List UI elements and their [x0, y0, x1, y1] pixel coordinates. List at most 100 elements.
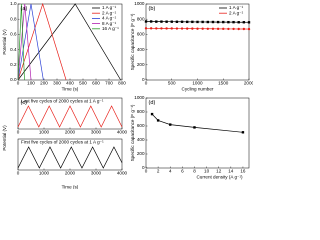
marker	[149, 20, 153, 23]
marker	[160, 20, 163, 23]
legend-label: 1 A g⁻¹	[102, 5, 117, 10]
panel-title: Last five cycles of 2000 cycles at 1 A g…	[21, 99, 104, 104]
marker	[232, 27, 235, 31]
y-tick-label: 600	[137, 32, 145, 37]
marker	[222, 20, 225, 24]
y-tick-label: 0	[142, 77, 145, 82]
y-tick-label: 400	[137, 47, 145, 52]
panel-label: (b)	[149, 6, 156, 12]
y-tick-label: 1.0	[10, 1, 17, 6]
marker	[201, 20, 204, 24]
marker	[165, 20, 168, 23]
marker	[206, 27, 209, 30]
marker	[180, 27, 184, 30]
x-tick-label: 3000	[91, 130, 102, 135]
marker	[227, 20, 230, 24]
marker	[211, 20, 215, 24]
legend-label: 16 A g⁻¹	[102, 26, 119, 31]
x-tick-label: 100	[27, 81, 35, 86]
data-line	[17, 3, 44, 81]
x-tick-label: 2	[157, 169, 160, 174]
x-tick-label: 2000	[65, 171, 76, 176]
x-tick-label: 2000	[244, 81, 253, 86]
marker	[191, 20, 194, 24]
legend-label: 4 A g⁻¹	[102, 16, 117, 21]
data-line	[17, 146, 123, 169]
y-axis-label: Potential (V)	[2, 125, 7, 151]
panel-label: (c)	[21, 100, 28, 106]
x-tick-label: 6	[181, 169, 184, 174]
x-tick-label: 500	[79, 81, 87, 86]
y-tick-label: 0.8	[10, 16, 17, 21]
x-axis-label: Current density (A g⁻¹)	[196, 175, 243, 180]
data-line	[17, 3, 25, 81]
marker	[227, 27, 230, 31]
x-tick-label: 0	[145, 169, 148, 174]
marker	[196, 27, 199, 30]
marker	[144, 20, 148, 23]
y-tick-label: 0.2	[10, 62, 17, 67]
x-tick-label: 200	[40, 81, 48, 86]
x-tick-label: 4000	[117, 171, 128, 176]
y-tick-label: 0	[142, 165, 145, 170]
y-tick-label: 0.6	[10, 32, 17, 37]
x-tick-label: 0	[17, 171, 20, 176]
x-tick-label: 1000	[39, 130, 50, 135]
marker	[247, 27, 251, 31]
y-axis-label: Specific capacitance (F g⁻¹)	[130, 104, 135, 161]
data-line	[17, 105, 123, 128]
marker	[247, 21, 251, 24]
y-tick-label: 400	[137, 137, 145, 142]
y-axis-label: Potential (V)	[2, 29, 7, 55]
marker	[170, 20, 173, 23]
x-tick-label: 4000	[117, 130, 128, 135]
marker	[150, 112, 154, 116]
x-tick-label: 600	[92, 81, 100, 86]
marker	[165, 27, 168, 30]
marker	[170, 27, 173, 30]
x-axis-label: Time (s)	[62, 87, 79, 92]
y-tick-label: 800	[137, 16, 145, 21]
marker	[196, 20, 199, 24]
y-tick-label: 1000	[134, 95, 145, 100]
y-axis-label: Specific capacitance (F g⁻¹)	[130, 13, 135, 70]
plot-frame	[145, 97, 250, 169]
x-tick-label: 14	[228, 169, 234, 174]
y-tick-label: 600	[137, 123, 145, 128]
data-line	[17, 3, 32, 81]
marker	[169, 123, 172, 126]
marker	[193, 126, 196, 129]
x-tick-label: 500	[168, 81, 176, 86]
x-tick-label: 800	[118, 81, 126, 86]
x-tick-label: 2000	[65, 130, 76, 135]
x-axis-label: Cycling number	[182, 87, 214, 92]
marker	[155, 27, 158, 30]
marker	[191, 27, 194, 30]
marker	[242, 27, 246, 31]
x-tick-label: 1500	[218, 81, 229, 86]
marker	[160, 27, 163, 30]
x-tick-label: 1000	[192, 81, 203, 86]
legend-label: 2 A g⁻¹	[229, 10, 244, 15]
marker	[216, 20, 220, 24]
marker	[156, 119, 160, 122]
panel-title: First five cycles of 2000 cycles at 1 A …	[21, 140, 104, 145]
marker	[232, 20, 235, 24]
x-tick-label: 0	[17, 130, 20, 135]
marker	[211, 27, 215, 30]
y-tick-label: 200	[137, 62, 145, 67]
marker	[180, 20, 184, 23]
data-line	[151, 113, 243, 133]
x-tick-label: 300	[53, 81, 61, 86]
data-line	[17, 3, 122, 81]
marker	[242, 21, 246, 24]
x-tick-label: 0	[17, 81, 20, 86]
y-tick-label: 800	[137, 109, 145, 114]
marker	[155, 20, 158, 23]
marker	[222, 27, 225, 31]
x-tick-label: 400	[66, 81, 74, 86]
x-tick-label: 12	[216, 169, 222, 174]
x-tick-label: 700	[105, 81, 113, 86]
y-tick-label: 0.0	[10, 77, 17, 82]
marker	[144, 27, 148, 30]
